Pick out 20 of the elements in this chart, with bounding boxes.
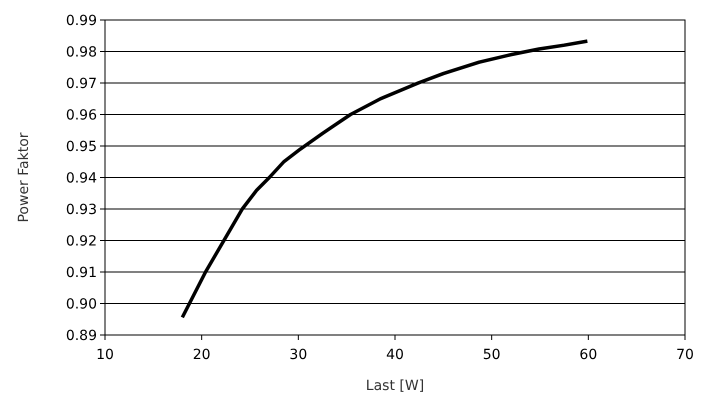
y-tick-label: 0.99 [66, 12, 97, 29]
x-tick-label: 70 [676, 347, 694, 363]
y-tick-label: 0.92 [66, 233, 97, 250]
y-tick-label: 0.91 [66, 264, 97, 281]
y-axis-title: Power Faktor [16, 132, 32, 223]
x-tick-label: 40 [386, 347, 404, 363]
x-axis-title: Last [W] [366, 378, 424, 394]
x-tick-label: 50 [482, 347, 501, 363]
x-tick-label: 60 [579, 347, 598, 363]
x-tick-label: 30 [289, 347, 308, 363]
x-tick-label: 20 [192, 347, 211, 363]
y-tick-label: 0.97 [66, 76, 97, 92]
y-tick-label: 0.98 [66, 44, 97, 60]
y-tick-label: 0.93 [66, 202, 97, 218]
y-tick-label: 0.95 [66, 138, 97, 155]
y-tick-label: 0.90 [66, 296, 97, 312]
y-tick-label: 0.94 [66, 170, 98, 186]
y-tick-label: 0.96 [66, 107, 98, 124]
y-tick-label: 0.89 [66, 328, 97, 344]
x-tick-label: 10 [96, 347, 114, 363]
